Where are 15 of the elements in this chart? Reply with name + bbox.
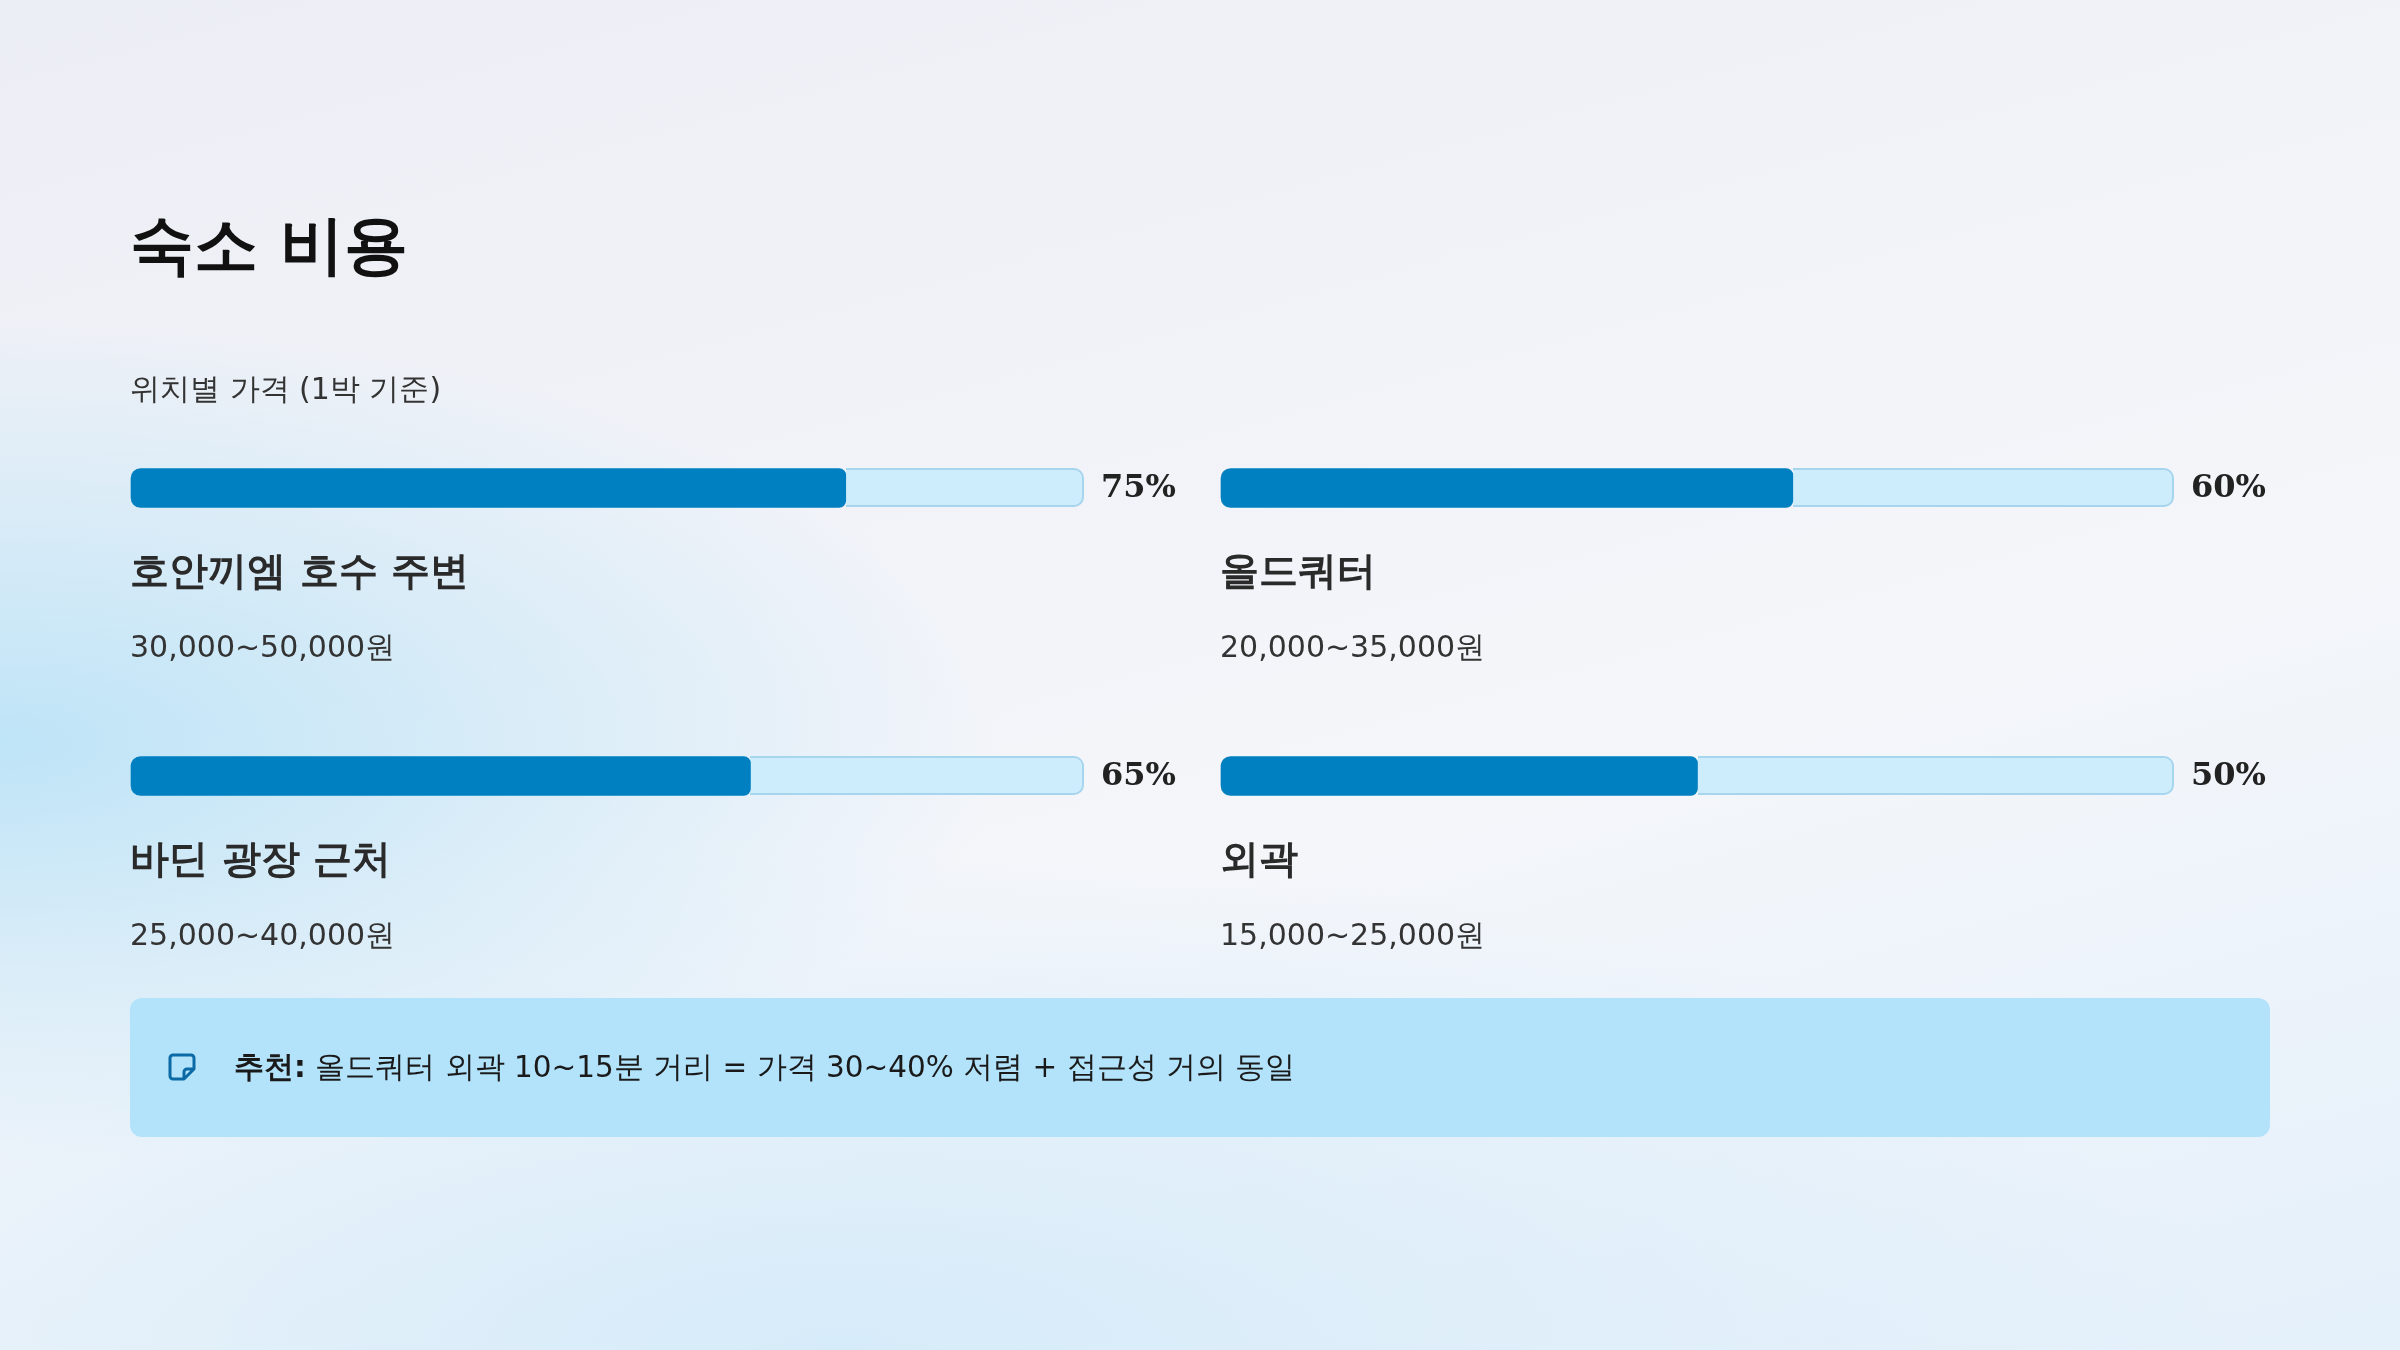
annotation: 20,000~35,000원: [1220, 628, 1486, 666]
text: 추천: 올드쿼터 외곽 10~15분 거리 = 가격 30~40% 저렴 + 접근성 거의 동일: [234, 1049, 1296, 1086]
y-tick-label: 올드쿼터: [1220, 547, 1376, 595]
chart-subtitle: 위치별 가격 (1박 기준): [130, 370, 442, 408]
annotation: 30,000~50,000원: [130, 628, 396, 666]
y-tick-label: 호안끼엠 호수 주변: [130, 547, 470, 595]
y-tick-label: 바딘 광장 근처: [130, 835, 392, 883]
data-label: 75%: [1101, 466, 1176, 505]
annotation: 25,000~40,000원: [130, 916, 396, 954]
y-tick-label: 외곽: [1220, 835, 1298, 883]
annotation: 15,000~25,000원: [1220, 916, 1486, 954]
data-label: 65%: [1101, 754, 1176, 793]
data-label: 60%: [2191, 466, 2266, 505]
chart-title: 숙소 비용: [130, 207, 409, 284]
data-label: 50%: [2191, 754, 2266, 793]
